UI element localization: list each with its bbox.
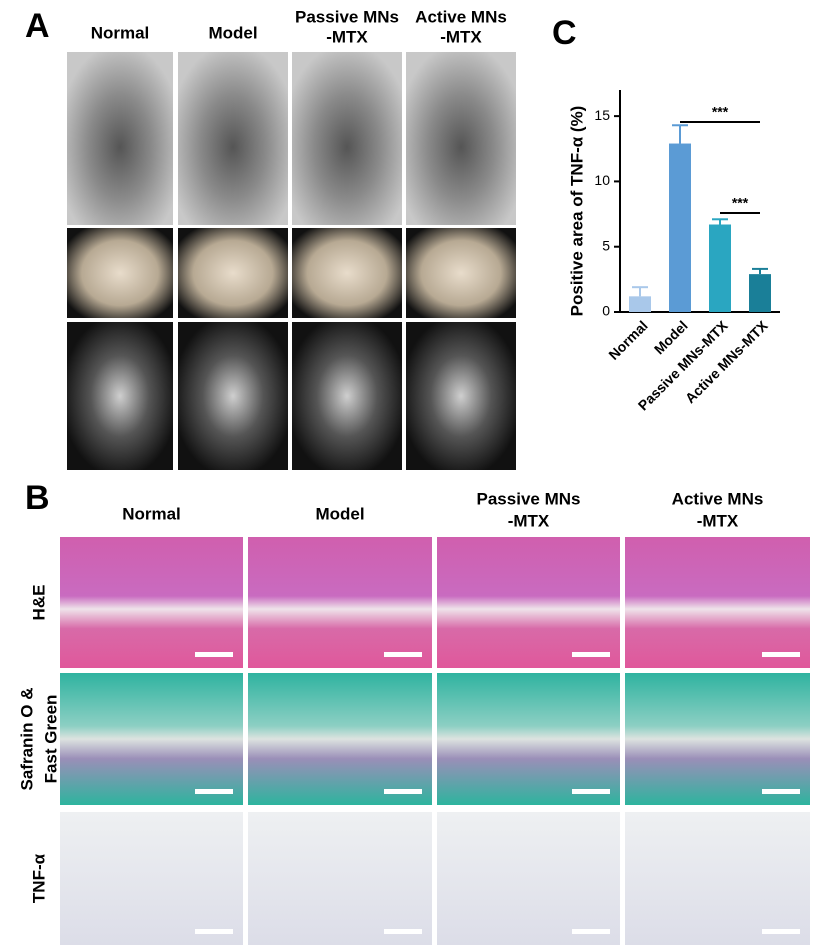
image [67,52,173,225]
image [406,322,516,470]
image [178,52,288,225]
image [406,228,516,318]
bar [629,296,651,312]
column-header: Model [315,504,364,523]
scale-bar [195,652,233,657]
row-label: TNF-α [29,853,48,903]
image [178,228,288,318]
y-tick-label: 5 [602,237,610,253]
image [625,812,810,945]
scale-bar [384,789,422,794]
image [437,537,620,668]
bar [749,274,771,312]
image [60,673,243,805]
column-header: Passive MNs [295,7,399,26]
panel-label: B [25,479,50,517]
scale-bar [195,789,233,794]
bar [669,143,691,312]
image [248,812,432,945]
column-header: Active MNs [415,7,507,26]
column-header: -MTX [440,27,482,46]
image [248,673,432,805]
image [437,812,620,945]
column-header: Passive MNs [477,489,581,508]
x-tick-label: Normal [605,317,650,362]
y-tick-label: 10 [594,172,610,188]
y-axis-label: Positive area of TNF-α (%) [567,106,586,317]
significance-label: *** [732,195,749,211]
scale-bar [762,929,800,934]
image [67,228,173,318]
scale-bar [572,652,610,657]
panel-label: C [552,14,577,52]
row-label: Safranin O & [17,688,36,791]
scale-bar [384,652,422,657]
image [625,673,810,805]
image [625,537,810,668]
column-header: Normal [91,23,150,42]
bar [709,224,731,312]
column-header: -MTX [508,511,550,530]
image [292,322,402,470]
image [178,322,288,470]
y-tick-label: 0 [602,303,610,319]
scale-bar [572,929,610,934]
row-label: Fast Green [41,695,60,784]
image [292,228,402,318]
row-label: H&E [29,585,48,621]
column-header: -MTX [697,511,739,530]
scale-bar [762,789,800,794]
scale-bar [195,929,233,934]
y-tick-label: 15 [594,107,610,123]
image [292,52,402,225]
image [67,322,173,470]
significance-label: *** [712,104,729,120]
scale-bar [384,929,422,934]
scale-bar [572,789,610,794]
column-header: -MTX [326,27,368,46]
image [60,537,243,668]
column-header: Active MNs [672,489,764,508]
image [248,537,432,668]
panel-label: A [25,7,50,45]
column-header: Model [208,23,257,42]
column-header: Normal [122,504,181,523]
image [437,673,620,805]
image [406,52,516,225]
image [60,812,243,945]
scale-bar [762,652,800,657]
